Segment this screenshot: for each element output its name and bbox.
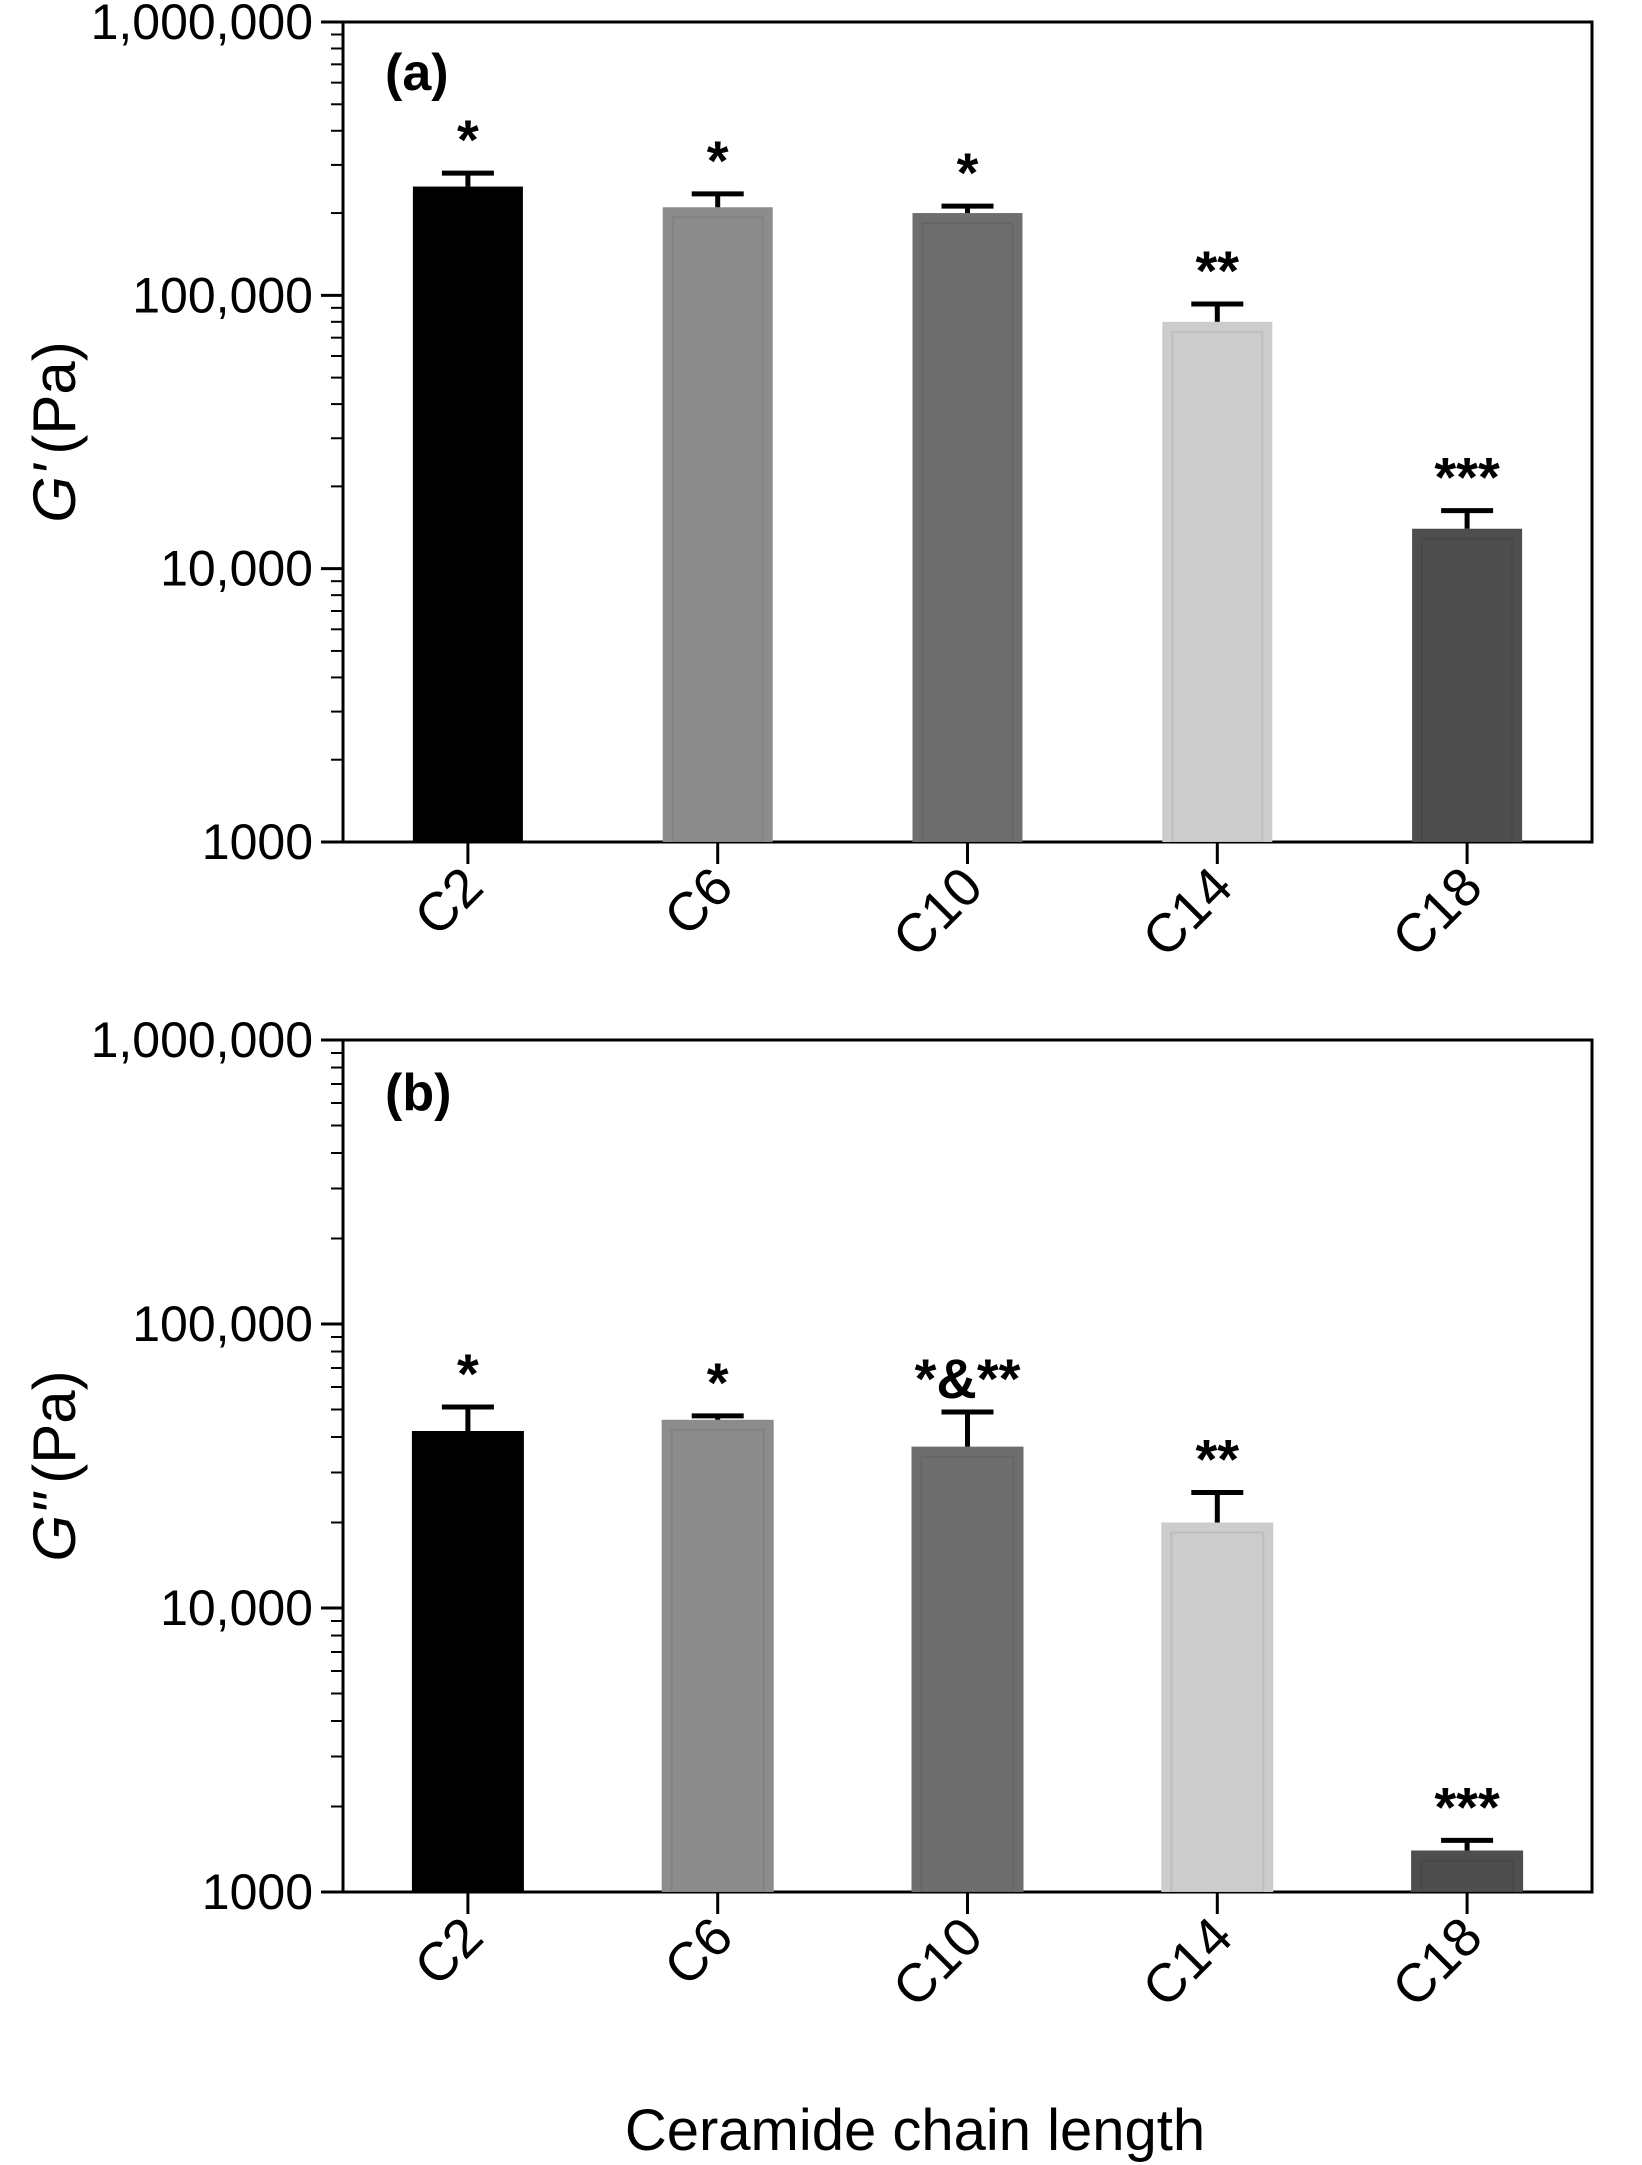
bar-inner-C18	[1420, 1859, 1515, 1893]
x-tick-label-C6: C6	[653, 1906, 744, 1997]
y-axis-label: G' (Pa)	[21, 341, 88, 522]
y-tick-label: 100,000	[132, 267, 313, 323]
x-tick-label-C18: C18	[1381, 856, 1493, 968]
bar-inner-C18	[1421, 537, 1514, 843]
y-tick-label: 1,000,000	[91, 0, 313, 50]
significance-C10: *&**	[915, 1347, 1021, 1410]
x-tick-label-C10: C10	[882, 856, 994, 968]
y-tick-label: 10,000	[160, 1580, 313, 1636]
x-tick-label-C6: C6	[653, 856, 744, 947]
x-axis-label: Ceramide chain length	[625, 2098, 1205, 2163]
x-tick-label-C2: C2	[403, 1906, 494, 1997]
y-axis-label: G" (Pa)	[21, 1370, 88, 1561]
x-tick-label-C14: C14	[1131, 856, 1243, 968]
y-tick-label: 1000	[202, 1864, 313, 1920]
y-axis-symbol: G"	[21, 1491, 88, 1562]
panel-label: (a)	[385, 44, 449, 102]
significance-C10: *	[957, 141, 979, 204]
significance-C6: *	[707, 129, 729, 192]
y-tick-label: 1,000,000	[91, 1012, 313, 1068]
significance-C2: *	[457, 1342, 479, 1405]
significance-C2: *	[457, 108, 479, 171]
y-tick-label: 1000	[202, 814, 313, 870]
significance-C18: ***	[1434, 446, 1500, 509]
significance-C6: *	[707, 1351, 729, 1414]
y-tick-label: 100,000	[132, 1296, 313, 1352]
x-tick-label-C2: C2	[403, 856, 494, 947]
bar-inner-C14	[1170, 1531, 1265, 1893]
bar-inner-C10	[920, 1455, 1015, 1894]
x-tick-label-C18: C18	[1381, 1906, 1493, 2018]
bar-inner-C10	[921, 222, 1014, 843]
bar-inner-C6	[670, 1428, 765, 1893]
y-tick-label: 10,000	[160, 541, 313, 597]
bar-C2	[411, 1430, 524, 1892]
bar-inner-C14	[1171, 330, 1264, 843]
significance-C14: **	[1196, 239, 1240, 302]
x-tick-label-C10: C10	[882, 1906, 994, 2018]
panel-b: 1000 10,000 100,000 1,000,000 G" (Pa) (b) * C2 * C…	[21, 1012, 1594, 2019]
bar-inner-C6	[671, 216, 764, 843]
panel-label: (b)	[385, 1064, 451, 1122]
panel-a: 100010,000100,0001,000,000G'(Pa)(a)*C2*C…	[21, 0, 1594, 969]
bar-C2	[412, 186, 523, 843]
x-tick-label-C14: C14	[1131, 1906, 1243, 2018]
significance-C18: ***	[1434, 1775, 1500, 1838]
y-axis-symbol: G'	[21, 462, 88, 523]
y-axis-unit: (Pa)	[21, 1370, 88, 1483]
y-axis-unit: (Pa)	[21, 341, 88, 454]
significance-C14: **	[1196, 1428, 1240, 1491]
